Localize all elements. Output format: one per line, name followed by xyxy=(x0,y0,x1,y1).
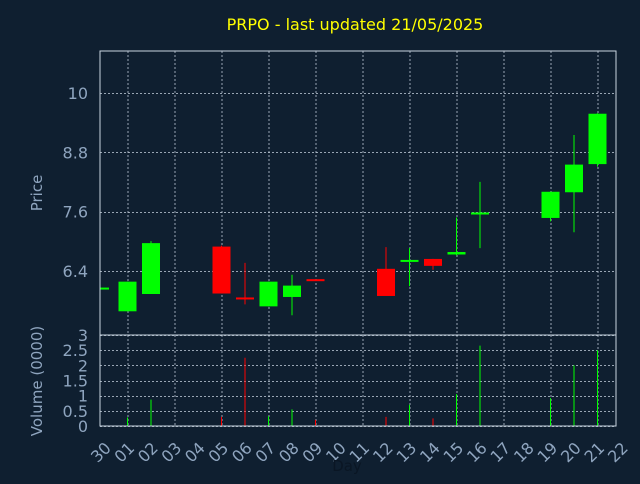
candle-body xyxy=(236,297,254,300)
candle-body xyxy=(565,164,583,193)
x-axis-label: Day xyxy=(332,457,362,475)
price-y-tick-label: 8.8 xyxy=(63,143,88,162)
candle xyxy=(142,241,160,295)
candle xyxy=(259,281,278,307)
price-y-tick-label: 7.6 xyxy=(63,203,88,222)
candle xyxy=(306,279,325,282)
volume-bars xyxy=(127,345,598,426)
candle xyxy=(377,247,395,296)
candle-body xyxy=(283,285,301,297)
candle-body xyxy=(306,279,325,282)
volume-y-tick-label: 2.5 xyxy=(63,341,88,360)
candle xyxy=(541,191,560,222)
candle-body xyxy=(142,243,160,295)
candle-body xyxy=(541,191,560,218)
volume-y-tick-label: 1 xyxy=(78,387,88,406)
candle xyxy=(400,248,419,287)
candle xyxy=(212,245,231,294)
candle xyxy=(424,258,442,270)
price-y-tick-label: 6.4 xyxy=(63,262,88,281)
price-y-tick-label: 10 xyxy=(68,84,88,103)
candle xyxy=(565,134,583,233)
volume-y-axis-label: Volume (0000) xyxy=(28,326,46,436)
price-candles xyxy=(100,113,607,316)
volume-gridlines xyxy=(100,335,616,427)
candle-body xyxy=(212,246,231,294)
candle xyxy=(236,262,254,305)
x-tick-label: 22 xyxy=(604,438,632,466)
candle xyxy=(100,287,109,290)
candle-body xyxy=(377,268,395,296)
candle xyxy=(118,281,137,312)
candle xyxy=(447,217,466,256)
candle-body xyxy=(400,259,419,262)
volume-plot-frame xyxy=(99,334,617,427)
price-gridlines xyxy=(100,51,616,335)
candle-body xyxy=(100,287,109,290)
candle xyxy=(283,274,301,316)
candle xyxy=(471,181,489,249)
chart-title: PRPO - last updated 21/05/2025 xyxy=(227,15,484,34)
candle-body xyxy=(424,258,442,266)
volume-y-tick-label: 0.5 xyxy=(63,402,88,421)
volume-y-tick-label: 0 xyxy=(78,417,88,436)
volume-y-tick-label: 3 xyxy=(78,326,88,345)
price-y-tick-labels: 6.4 7.6 8.8 10 xyxy=(63,84,88,281)
candle-body xyxy=(447,252,466,255)
candle-body xyxy=(471,212,489,215)
candle xyxy=(588,113,607,167)
price-y-axis-label: Price xyxy=(28,175,46,212)
candle-body xyxy=(588,113,607,165)
volume-y-tick-labels: 00.511.522.53 xyxy=(63,326,88,436)
candle-body xyxy=(118,281,137,312)
candle-body xyxy=(259,281,278,307)
volume-y-tick-label: 1.5 xyxy=(63,372,88,391)
volume-y-tick-label: 2 xyxy=(78,356,88,375)
